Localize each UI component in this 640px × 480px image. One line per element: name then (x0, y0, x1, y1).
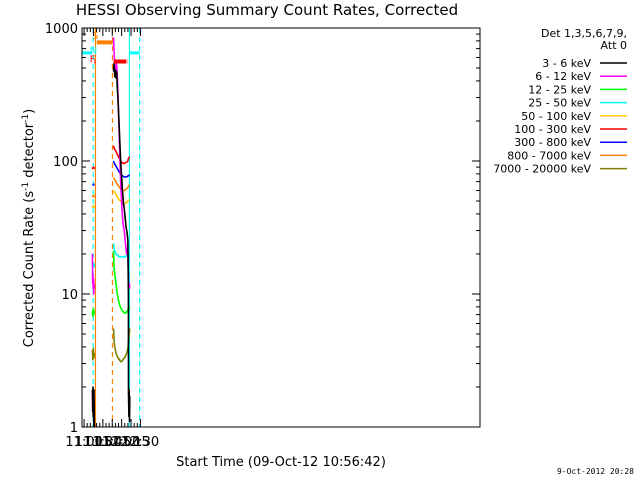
y-tick-label: 1000 (45, 22, 78, 37)
series-line (91, 205, 96, 208)
series-line (112, 243, 130, 258)
series-line (91, 386, 96, 428)
legend-label: 50 - 100 keV (521, 110, 591, 123)
series-line (112, 251, 131, 314)
interval-marker-f: F (90, 55, 96, 66)
series-line (92, 183, 95, 186)
series-lines (91, 37, 131, 428)
interval-bars (94, 40, 128, 64)
y-axis-label: Corrected Count Rate (s-1 detector-1) (21, 109, 37, 347)
plot-frame (81, 27, 481, 428)
legend-label: 7000 - 20000 keV (493, 163, 591, 176)
y-axis-ticks: 1 10 100 1000 (45, 22, 480, 436)
legend-label: 3 - 6 keV (542, 57, 591, 70)
series-line (91, 307, 96, 318)
footer-timestamp: 9-Oct-2012 20:28 (557, 467, 634, 476)
y-axis-label-exp2: -1 (21, 114, 31, 123)
series-line (112, 62, 131, 423)
interval-boundaries (92, 28, 141, 427)
y-tick-label: 10 (61, 288, 78, 303)
series-line (91, 253, 96, 295)
x-tick-label: 11:45 (94, 435, 131, 450)
legend-label: 300 - 800 keV (514, 136, 591, 149)
x-axis-label: Start Time (09-Oct-12 10:56:42) (176, 455, 386, 470)
series-line (112, 328, 131, 363)
legend-header-line1: Det 1,3,5,6,7,9, (541, 27, 627, 40)
series-line (91, 194, 96, 198)
series-line (91, 166, 96, 170)
x-tick-label: 12:30 (122, 435, 159, 450)
chart-title: HESSI Observing Summary Count Rates, Cor… (76, 1, 458, 19)
x-tick-label: 11:00 (65, 435, 102, 450)
legend-label: 25 - 50 keV (528, 97, 591, 110)
legend-header-line2: Att 0 (601, 39, 627, 52)
y-axis-label-exp1: -1 (21, 182, 31, 191)
interval-marker-s: S (92, 31, 98, 42)
legend-label: 6 - 12 keV (535, 70, 591, 83)
x-tick-label: 11:30 (84, 435, 121, 450)
legend-label: 800 - 7000 keV (507, 149, 591, 162)
legend-label: 12 - 25 keV (528, 83, 591, 96)
series-line (112, 145, 131, 165)
x-tick-label: 12:15 (112, 435, 149, 450)
y-axis-label-mid: detector (22, 122, 37, 182)
y-axis-label-close: ) (22, 109, 37, 114)
x-tick-label: 12:00 (103, 435, 140, 450)
x-tick-label: 11:15 (75, 435, 112, 450)
interval-markers: FNS (90, 31, 99, 66)
legend-label: 100 - 300 keV (514, 123, 591, 136)
series-line (91, 347, 96, 361)
interval-marker-n: N (90, 46, 97, 57)
y-axis-label-main: Corrected Count Rate (s (22, 191, 37, 348)
y-tick-label: 1 (70, 421, 78, 436)
y-tick-label: 100 (53, 155, 78, 170)
